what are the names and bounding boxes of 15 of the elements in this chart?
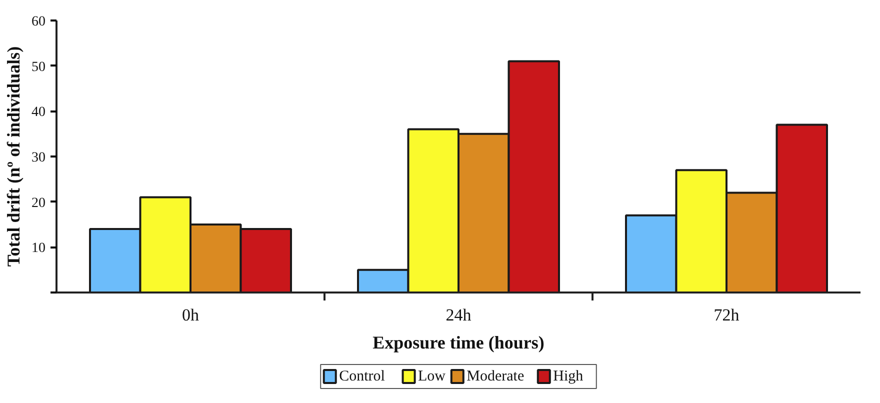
legend-label: Control	[339, 368, 385, 384]
y-tick-label: 10	[32, 241, 46, 256]
y-tick-label: 40	[32, 105, 46, 120]
legend-label: Low	[418, 368, 446, 384]
y-tick-label: 30	[32, 150, 46, 166]
y-tick-label: 60	[32, 14, 46, 30]
x-axis-title: Exposure time (hours)	[372, 332, 544, 352]
y-tick-label: 20	[32, 196, 46, 211]
y-tick-label: 50	[32, 60, 46, 75]
x-tick-label: 0h	[182, 306, 200, 324]
legend-label: High	[553, 368, 584, 384]
y-axis-title: Total drift (nº of individuals)	[4, 46, 24, 267]
legend-label: Moderate	[466, 368, 524, 384]
x-tick-label: 72h	[714, 306, 740, 324]
x-tick-label: 24h	[446, 306, 472, 324]
